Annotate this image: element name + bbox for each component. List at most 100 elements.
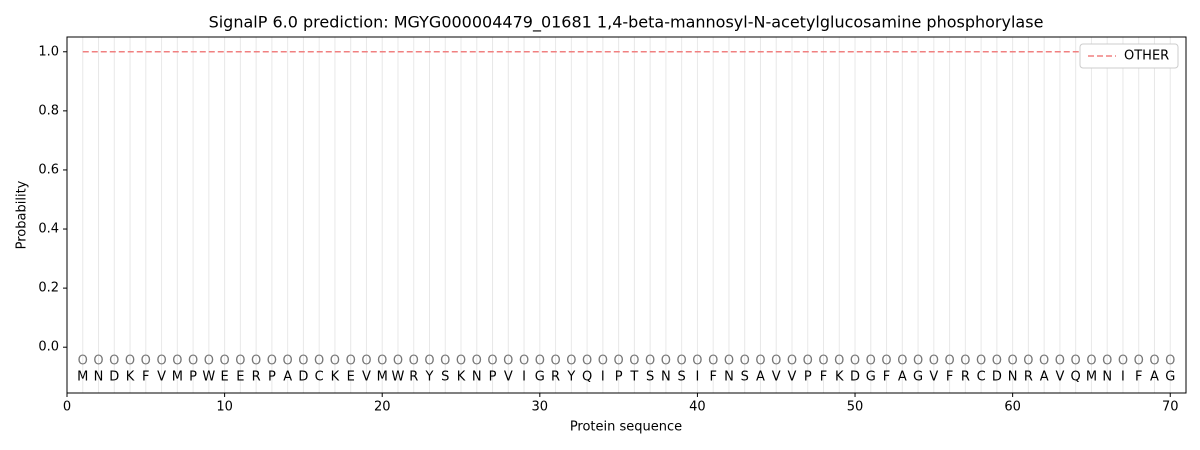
residue-label: E bbox=[347, 370, 355, 385]
region-label: O bbox=[960, 354, 970, 369]
region-label: O bbox=[724, 354, 734, 369]
residue-label: G bbox=[1165, 370, 1175, 385]
residue-label: E bbox=[220, 370, 228, 385]
residue-label: R bbox=[1024, 370, 1033, 385]
region-label: O bbox=[661, 354, 671, 369]
region-label: O bbox=[1023, 354, 1033, 369]
residue-label: M bbox=[77, 370, 88, 385]
region-label: O bbox=[503, 354, 513, 369]
region-label: O bbox=[440, 354, 450, 369]
region-label: O bbox=[1055, 354, 1065, 369]
region-label: O bbox=[377, 354, 387, 369]
region-label: O bbox=[1086, 354, 1096, 369]
residue-label: R bbox=[409, 370, 418, 385]
residue-label: Q bbox=[1071, 370, 1081, 385]
region-label: O bbox=[866, 354, 876, 369]
region-label: O bbox=[519, 354, 529, 369]
region-label: O bbox=[582, 354, 592, 369]
region-label: O bbox=[834, 354, 844, 369]
residue-label: D bbox=[109, 370, 119, 385]
region-label: O bbox=[755, 354, 765, 369]
region-label: O bbox=[314, 354, 324, 369]
residue-label: I bbox=[601, 370, 605, 385]
y-axis-label: Probability bbox=[15, 180, 30, 249]
residue-label: A bbox=[898, 370, 907, 385]
region-label: O bbox=[787, 354, 797, 369]
region-label: O bbox=[298, 354, 308, 369]
x-tick-label: 70 bbox=[1162, 400, 1179, 415]
region-label: O bbox=[219, 354, 229, 369]
residue-label: V bbox=[362, 370, 371, 385]
region-label: O bbox=[913, 354, 923, 369]
residue-label: Q bbox=[582, 370, 592, 385]
residue-label: P bbox=[189, 370, 197, 385]
residue-label: A bbox=[283, 370, 292, 385]
region-label: O bbox=[897, 354, 907, 369]
residue-label: P bbox=[804, 370, 812, 385]
residue-label: I bbox=[696, 370, 700, 385]
residue-label: S bbox=[741, 370, 749, 385]
residue-label: N bbox=[1102, 370, 1112, 385]
residue-label: K bbox=[835, 370, 844, 385]
residue-label: F bbox=[709, 370, 716, 385]
residue-label: M bbox=[1086, 370, 1097, 385]
region-label: O bbox=[566, 354, 576, 369]
residue-label: Y bbox=[566, 370, 575, 385]
region-label: O bbox=[172, 354, 182, 369]
y-tick-label: 0.4 bbox=[38, 222, 59, 237]
residue-label: C bbox=[315, 370, 324, 385]
region-label: O bbox=[78, 354, 88, 369]
chart-title: SignalP 6.0 prediction: MGYG000004479_01… bbox=[209, 13, 1044, 33]
region-label: O bbox=[1149, 354, 1159, 369]
region-label: O bbox=[1118, 354, 1128, 369]
residue-label: I bbox=[1121, 370, 1125, 385]
region-label: O bbox=[708, 354, 718, 369]
region-label: O bbox=[550, 354, 560, 369]
region-label: O bbox=[1008, 354, 1018, 369]
residue-label: A bbox=[1150, 370, 1159, 385]
region-label: O bbox=[850, 354, 860, 369]
region-label: O bbox=[472, 354, 482, 369]
y-tick-label: 1.0 bbox=[38, 44, 59, 59]
region-label: O bbox=[267, 354, 277, 369]
residue-label: D bbox=[298, 370, 308, 385]
residue-label: S bbox=[646, 370, 654, 385]
region-label: O bbox=[598, 354, 608, 369]
region-label: O bbox=[188, 354, 198, 369]
region-label: O bbox=[740, 354, 750, 369]
x-tick-label: 50 bbox=[847, 400, 864, 415]
region-label: O bbox=[771, 354, 781, 369]
region-label: O bbox=[393, 354, 403, 369]
region-label: O bbox=[125, 354, 135, 369]
region-label: O bbox=[677, 354, 687, 369]
residue-label: F bbox=[883, 370, 890, 385]
residue-label: K bbox=[126, 370, 135, 385]
region-label: O bbox=[1165, 354, 1175, 369]
legend-box bbox=[1079, 43, 1179, 69]
residue-label: P bbox=[489, 370, 497, 385]
legend: OTHER bbox=[1079, 43, 1179, 69]
x-tick-label: 20 bbox=[374, 400, 391, 415]
residue-label: T bbox=[629, 370, 638, 385]
residue-label: K bbox=[331, 370, 340, 385]
region-label: O bbox=[929, 354, 939, 369]
region-label: O bbox=[976, 354, 986, 369]
region-label: O bbox=[283, 354, 293, 369]
residue-label: W bbox=[202, 370, 215, 385]
residue-label: R bbox=[551, 370, 560, 385]
residue-label: W bbox=[392, 370, 405, 385]
x-tick-label: 10 bbox=[216, 400, 233, 415]
residue-label: F bbox=[142, 370, 149, 385]
residue-label: E bbox=[236, 370, 244, 385]
residue-label: F bbox=[820, 370, 827, 385]
region-label: O bbox=[803, 354, 813, 369]
region-label: O bbox=[818, 354, 828, 369]
region-label: O bbox=[614, 354, 624, 369]
residue-label: A bbox=[756, 370, 765, 385]
residue-label: V bbox=[504, 370, 513, 385]
region-label: O bbox=[645, 354, 655, 369]
region-label: O bbox=[141, 354, 151, 369]
residue-label: G bbox=[535, 370, 545, 385]
region-label: O bbox=[629, 354, 639, 369]
residue-label: P bbox=[615, 370, 623, 385]
